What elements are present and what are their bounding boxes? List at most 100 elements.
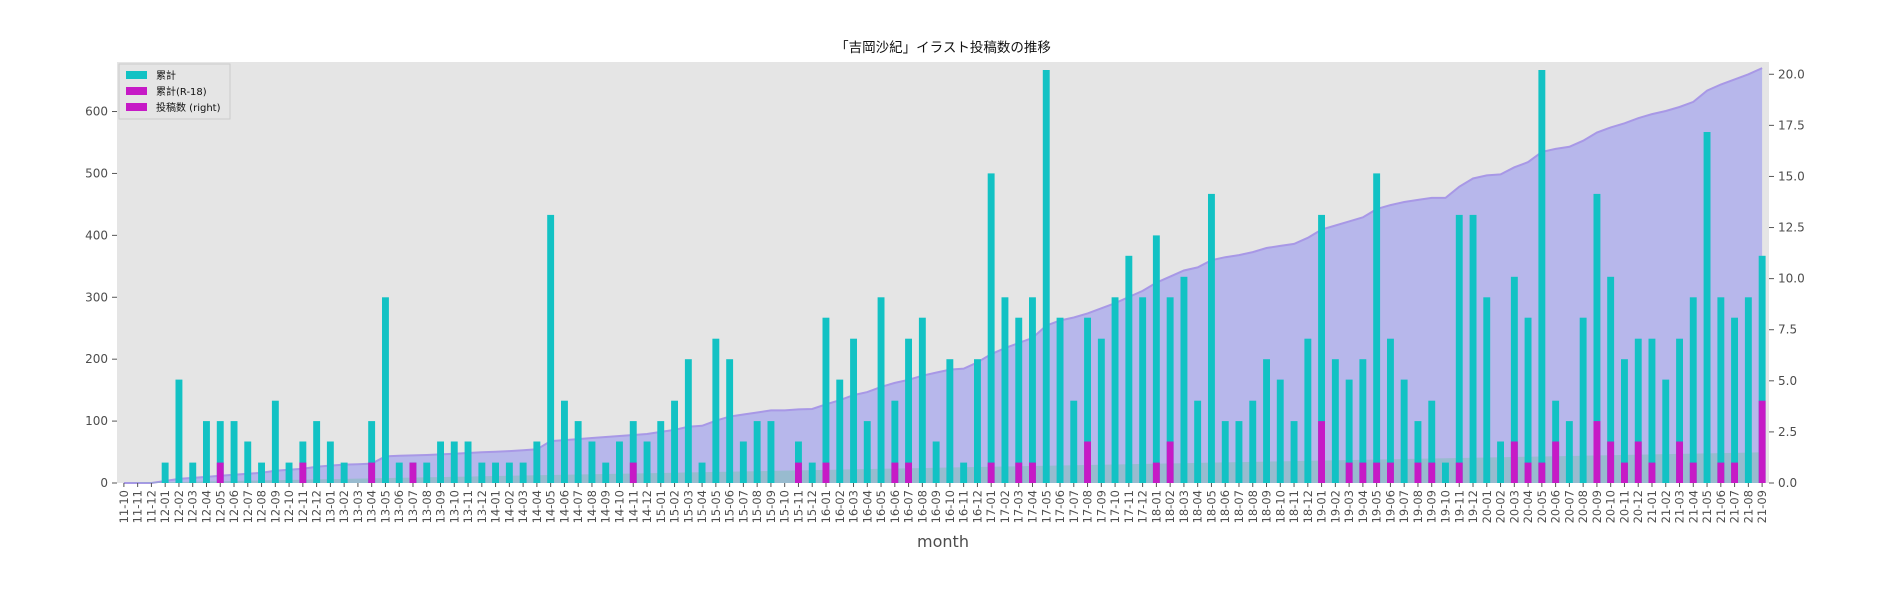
x-tick-label: 17-07 (1067, 490, 1081, 523)
x-tick-label: 18-02 (1163, 490, 1177, 523)
bar-cumulative (285, 462, 293, 483)
legend-swatch-r18 (126, 87, 147, 95)
bar-r18 (1428, 462, 1436, 483)
bar-r18 (409, 462, 417, 483)
x-tick-label: 18-03 (1177, 490, 1191, 523)
x-tick-label: 15-10 (778, 490, 792, 523)
bar-cumulative (1125, 255, 1133, 483)
bar-cumulative (960, 462, 968, 483)
bar-cumulative (1001, 297, 1009, 483)
x-tick-label: 14-01 (489, 490, 503, 523)
bar-cumulative (1029, 297, 1036, 483)
x-tick-label: 16-07 (902, 490, 916, 523)
bar-cumulative (1593, 193, 1601, 483)
x-tick-label: 14-02 (502, 490, 516, 523)
bar-cumulative (533, 441, 541, 483)
x-tick-label: 20-01 (1480, 490, 1494, 523)
bar-cumulative (1758, 255, 1766, 483)
bar-cumulative (588, 441, 596, 483)
bar-cumulative (1318, 214, 1325, 483)
x-tick-label: 15-12 (805, 490, 819, 523)
y-tick-label-right: 5.0 (1778, 374, 1797, 388)
x-tick-label: 14-03 (516, 490, 530, 523)
bar-r18 (1648, 462, 1656, 483)
bar-cumulative (1621, 359, 1628, 483)
bar-cumulative (671, 400, 678, 483)
x-tick-label: 21-07 (1728, 490, 1742, 523)
bar-r18 (1538, 462, 1546, 483)
x-tick-label: 17-10 (1108, 490, 1122, 523)
bar-cumulative (505, 462, 513, 483)
x-tick-label: 14-12 (640, 490, 654, 523)
bar-cumulative (795, 441, 802, 483)
x-tick-label: 19-01 (1315, 490, 1329, 523)
bar-cumulative (1263, 359, 1270, 483)
x-tick-label: 15-09 (764, 490, 778, 523)
bar-cumulative (932, 441, 940, 483)
x-tick-label: 17-03 (1012, 490, 1026, 523)
bar-cumulative (1042, 70, 1050, 483)
bar-cumulative (326, 441, 334, 483)
x-tick-label: 15-01 (654, 490, 668, 523)
chart-title: 「吉岡沙紀」イラスト投稿数の推移 (835, 40, 1051, 56)
bar-cumulative (643, 441, 651, 483)
bar-cumulative (1084, 317, 1091, 483)
bar-cumulative (1469, 214, 1477, 483)
bar-cumulative (519, 462, 527, 483)
x-tick-label: 13-12 (475, 490, 489, 523)
bar-cumulative (1662, 379, 1670, 483)
x-tick-label: 15-05 (709, 490, 723, 523)
bar-cumulative (1208, 193, 1215, 483)
bar-r18 (795, 462, 802, 483)
x-tick-label: 16-11 (957, 490, 971, 523)
bar-cumulative (1056, 317, 1064, 483)
cumulative-area-line (123, 67, 1763, 484)
bars-layer (161, 70, 1766, 483)
x-tick-label: 14-10 (612, 490, 626, 523)
x-tick-label: 11-10 (117, 490, 131, 523)
bar-cumulative (1097, 338, 1105, 483)
bar-cumulative (1111, 297, 1119, 483)
x-tick-label: 15-08 (750, 490, 764, 523)
bar-cumulative (1717, 297, 1725, 483)
bar-r18 (1152, 462, 1160, 483)
bar-r18 (1689, 462, 1697, 483)
x-tick-label: 15-11 (791, 490, 805, 523)
bar-cumulative (1235, 421, 1243, 483)
x-axis: 11-10 11-11 11-12 12-01 12-02 12-03 12-04 12-05… (117, 483, 1769, 523)
x-tick-label: 18-01 (1149, 490, 1163, 523)
bar-cumulative (1689, 297, 1697, 483)
bar-cumulative (1442, 462, 1449, 483)
bar-r18 (1593, 421, 1601, 483)
bar-cumulative (423, 462, 431, 483)
y-tick-label-left: 600 (85, 105, 108, 119)
x-tick-label: 17-04 (1025, 490, 1039, 523)
bar-cumulative (657, 421, 665, 483)
bar-r18 (1029, 462, 1036, 483)
legend-label-posts-right: 投稿数 (right) (156, 101, 221, 114)
x-tick-label: 12-06 (227, 490, 241, 523)
x-tick-label: 15-04 (695, 490, 709, 523)
bar-cumulative (561, 400, 568, 483)
bar-cumulative (492, 462, 499, 483)
x-tick-label: 16-09 (929, 490, 943, 523)
bar-r18 (1318, 421, 1325, 483)
x-tick-label: 13-05 (378, 490, 392, 523)
x-tick-label: 20-12 (1631, 490, 1645, 523)
bar-cumulative (340, 462, 348, 483)
bar-cumulative (299, 441, 307, 483)
bar-cumulative (464, 441, 472, 483)
bar-r18 (368, 462, 376, 483)
x-tick-label: 13-01 (323, 490, 337, 523)
bar-cumulative (1345, 379, 1353, 483)
bar-r18 (216, 462, 224, 483)
bar-cumulative (726, 359, 734, 483)
bar-cumulative (1400, 379, 1408, 483)
bar-r18 (822, 462, 830, 483)
x-tick-label: 13-09 (434, 490, 448, 523)
x-tick-label: 19-06 (1383, 490, 1397, 523)
bar-r18 (1166, 441, 1174, 483)
x-tick-label: 19-03 (1342, 490, 1356, 523)
x-tick-label: 14-05 (544, 490, 558, 523)
bar-cumulative (1166, 297, 1174, 483)
